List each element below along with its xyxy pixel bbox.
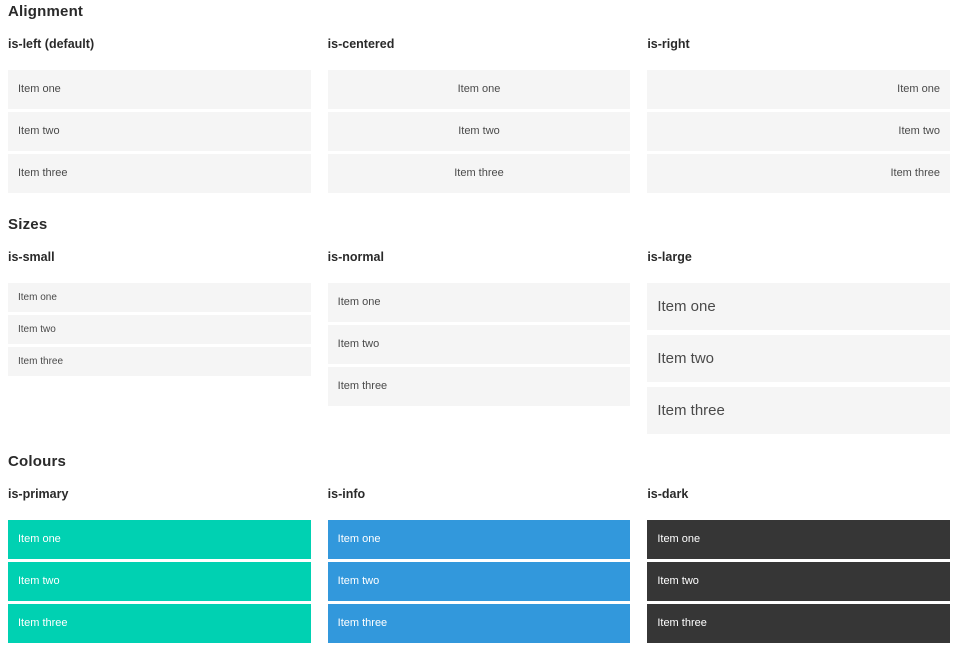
- list-item: Item one: [8, 520, 311, 559]
- list-item: Item one: [647, 283, 950, 330]
- list-centered: Item one Item two Item three: [327, 70, 631, 193]
- variant-heading: is-small: [8, 250, 55, 264]
- list-primary: Item one Item two Item three: [8, 520, 311, 643]
- column-is-left: is-left (default) Item one Item two Item…: [8, 38, 311, 196]
- variant-heading: is-right: [647, 37, 690, 51]
- column-is-large: is-large Item one Item two Item three: [647, 251, 950, 439]
- variant-heading: is-centered: [327, 37, 395, 51]
- list-item: Item two: [647, 112, 950, 151]
- variant-heading: is-left (default): [8, 37, 95, 51]
- list-item: Item one: [8, 70, 311, 109]
- column-is-primary: is-primary Item one Item two Item three: [8, 488, 311, 646]
- list-item: Item two: [8, 112, 311, 151]
- section-sizes: Sizes is-small Item one Item two Item th…: [8, 217, 950, 439]
- list-item: Item two: [327, 325, 631, 364]
- list-left: Item one Item two Item three: [8, 70, 311, 193]
- list-item: Item three: [327, 154, 631, 193]
- list-item: Item three: [8, 604, 311, 643]
- list-item: Item one: [327, 520, 631, 559]
- list-item: Item two: [8, 562, 311, 601]
- list-item: Item three: [647, 154, 950, 193]
- column-is-normal: is-normal Item one Item two Item three: [327, 250, 631, 439]
- list-item: Item one: [647, 520, 950, 559]
- list-item: Item one: [327, 283, 631, 322]
- section-alignment: Alignment is-left (default) Item one Ite…: [8, 4, 950, 196]
- list-item: Item two: [647, 335, 950, 382]
- list-normal: Item one Item two Item three: [327, 283, 631, 406]
- section-colours: Colours is-primary Item one Item two Ite…: [8, 454, 950, 646]
- list-item: Item three: [647, 604, 950, 643]
- list-item: Item one: [327, 70, 631, 109]
- variant-heading: is-large: [647, 250, 692, 264]
- list-item: Item three: [327, 604, 631, 643]
- variant-heading: is-info: [327, 487, 366, 501]
- list-item: Item three: [647, 387, 950, 434]
- list-dark: Item one Item two Item three: [647, 520, 950, 643]
- alignment-columns: is-left (default) Item one Item two Item…: [8, 38, 950, 196]
- column-is-info: is-info Item one Item two Item three: [327, 487, 631, 646]
- section-title: Colours: [8, 453, 67, 470]
- list-item: Item three: [8, 347, 311, 376]
- variant-heading: is-primary: [8, 487, 69, 501]
- column-is-right: is-right Item one Item two Item three: [647, 38, 950, 196]
- section-title: Sizes: [8, 216, 48, 233]
- list-item: Item one: [647, 70, 950, 109]
- column-is-centered: is-centered Item one Item two Item three: [327, 37, 631, 196]
- list-right: Item one Item two Item three: [647, 70, 950, 193]
- sizes-columns: is-small Item one Item two Item three is…: [8, 251, 950, 439]
- section-title: Alignment: [8, 3, 84, 20]
- variant-heading: is-normal: [327, 250, 384, 264]
- column-is-small: is-small Item one Item two Item three: [8, 251, 311, 439]
- list-item: Item two: [647, 562, 950, 601]
- list-info: Item one Item two Item three: [327, 520, 631, 643]
- list-item: Item three: [8, 154, 311, 193]
- list-large: Item one Item two Item three: [647, 283, 950, 434]
- list-item: Item three: [327, 367, 631, 406]
- column-is-dark: is-dark Item one Item two Item three: [647, 488, 950, 646]
- list-item: Item two: [8, 315, 311, 344]
- list-item: Item two: [327, 112, 631, 151]
- list-item: Item one: [8, 283, 311, 312]
- list-item: Item two: [327, 562, 631, 601]
- colours-columns: is-primary Item one Item two Item three …: [8, 488, 950, 646]
- list-small: Item one Item two Item three: [8, 283, 311, 376]
- variant-heading: is-dark: [647, 487, 689, 501]
